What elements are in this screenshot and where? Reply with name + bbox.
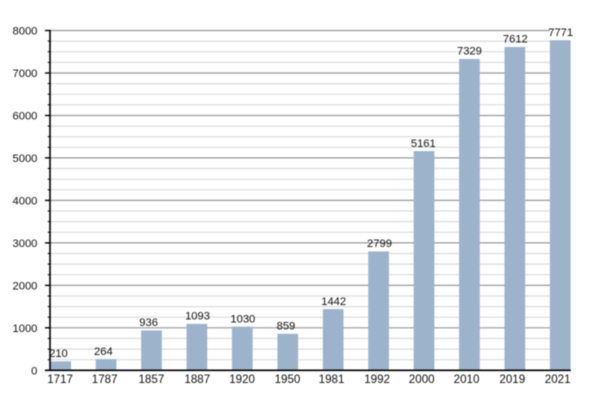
- svg-text:2019: 2019: [499, 373, 525, 386]
- svg-text:1787: 1787: [92, 373, 118, 386]
- svg-text:1030: 1030: [230, 313, 255, 325]
- svg-text:3000: 3000: [13, 238, 38, 250]
- svg-text:0: 0: [31, 366, 37, 378]
- svg-text:1887: 1887: [184, 373, 210, 386]
- svg-text:2021: 2021: [545, 373, 571, 386]
- svg-text:264: 264: [94, 346, 113, 358]
- svg-text:7000: 7000: [13, 68, 38, 80]
- svg-text:1920: 1920: [229, 373, 255, 386]
- svg-text:1442: 1442: [321, 296, 346, 308]
- svg-text:6000: 6000: [13, 111, 38, 123]
- svg-text:1093: 1093: [185, 311, 210, 323]
- svg-text:1981: 1981: [319, 373, 345, 386]
- svg-text:7771: 7771: [548, 27, 573, 39]
- svg-text:4000: 4000: [13, 196, 38, 208]
- svg-text:1857: 1857: [138, 373, 164, 386]
- svg-text:5000: 5000: [13, 153, 38, 165]
- svg-text:2010: 2010: [454, 373, 480, 386]
- svg-text:936: 936: [139, 317, 158, 329]
- svg-text:1992: 1992: [364, 373, 390, 386]
- svg-text:8000: 8000: [13, 26, 38, 38]
- svg-text:2799: 2799: [367, 238, 392, 250]
- svg-text:859: 859: [277, 321, 296, 333]
- svg-text:7612: 7612: [503, 34, 528, 46]
- svg-text:2000: 2000: [13, 281, 38, 293]
- svg-text:5161: 5161: [411, 138, 436, 150]
- svg-text:1000: 1000: [13, 323, 38, 335]
- svg-text:7329: 7329: [457, 46, 482, 58]
- svg-text:1950: 1950: [275, 373, 301, 386]
- svg-text:2000: 2000: [409, 373, 435, 386]
- svg-text:1717: 1717: [47, 373, 73, 386]
- svg-text:210: 210: [49, 348, 68, 360]
